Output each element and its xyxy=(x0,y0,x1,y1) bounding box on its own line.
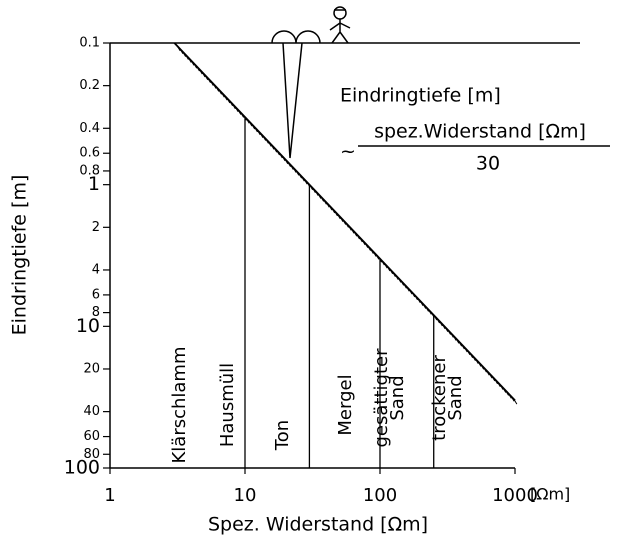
y-tick-label: 40 xyxy=(83,404,100,419)
hatching xyxy=(176,45,518,405)
formula-approx: ~ xyxy=(340,141,356,163)
y-tick-label: 0.2 xyxy=(79,78,100,93)
y-tick-label: 10 xyxy=(76,315,100,337)
surface-figure xyxy=(271,6,351,159)
x-tick-label: 1000 xyxy=(492,485,538,506)
material-label: trockener xyxy=(429,355,450,441)
material-label: Hausmüll xyxy=(217,363,238,447)
y-axis-label: Eindringtiefe [m] xyxy=(9,175,31,336)
material-label: Sand xyxy=(387,375,408,420)
y-tick-label: 0.1 xyxy=(79,36,100,51)
y-tick-label: 0.4 xyxy=(79,121,100,136)
formula-numerator: spez.Widerstand [Ωm] xyxy=(374,121,586,143)
material-label: Klärschlamm xyxy=(169,346,190,463)
y-tick-label: 6 xyxy=(92,287,100,302)
y-tick-label: 1 xyxy=(88,173,100,195)
x-unit: [Ωm] xyxy=(530,485,570,504)
y-tick-label: 20 xyxy=(83,361,100,376)
material-label: Sand xyxy=(445,375,466,420)
y-tick-label: 0.6 xyxy=(79,146,100,161)
y-tick-label: 60 xyxy=(83,429,100,444)
material-label: gesättigter xyxy=(371,348,392,448)
y-tick-label: 100 xyxy=(64,457,100,479)
x-tick-label: 10 xyxy=(234,485,257,506)
y-tick-label: 2 xyxy=(92,220,100,235)
formula-denominator: 30 xyxy=(476,153,500,175)
y-tick-label: 80 xyxy=(83,447,100,462)
x-tick-label: 100 xyxy=(363,485,397,506)
formula-lhs: Eindringtiefe [m] xyxy=(340,85,501,107)
x-axis-label: Spez. Widerstand [Ωm] xyxy=(208,514,428,536)
x-tick-label: 1 xyxy=(104,485,115,506)
y-tick-label: 4 xyxy=(92,262,100,277)
material-label: Ton xyxy=(272,420,293,451)
material-label: Mergel xyxy=(335,374,356,435)
y-tick-label: 8 xyxy=(92,305,100,320)
y-tick-label: 0.8 xyxy=(79,163,100,178)
